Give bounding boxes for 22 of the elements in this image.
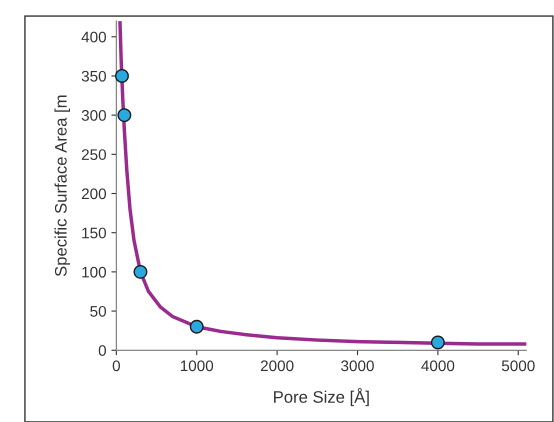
x-axis-title: Pore Size [Å] <box>274 388 369 406</box>
point <box>134 264 148 279</box>
y-tick-label: 100 <box>82 266 106 278</box>
x-tick-label: 5000 <box>502 360 535 372</box>
x-tick-label: 1000 <box>180 360 214 372</box>
x-tick-label: 4000 <box>421 360 454 372</box>
x-tick-label: 3000 <box>341 360 374 372</box>
point <box>115 69 129 83</box>
y-tick-label: 400 <box>81 32 106 42</box>
y-tick-label: 150 <box>82 228 106 238</box>
point <box>117 108 132 122</box>
x-tick-label: 2000 <box>260 360 294 372</box>
y-tick-label: 50 <box>90 306 106 317</box>
point <box>190 320 204 334</box>
x-tick-label: 0 <box>112 360 120 372</box>
y-tick-label: 200 <box>82 188 106 200</box>
y-tick-label: 0 <box>98 345 106 356</box>
y-tick-label: 300 <box>82 110 106 121</box>
y-tick-label: 350 <box>82 70 106 82</box>
y-axis-title: Specific Surface Area [m <box>54 96 70 276</box>
y-tick-label: 250 <box>82 149 106 160</box>
point <box>430 335 445 350</box>
